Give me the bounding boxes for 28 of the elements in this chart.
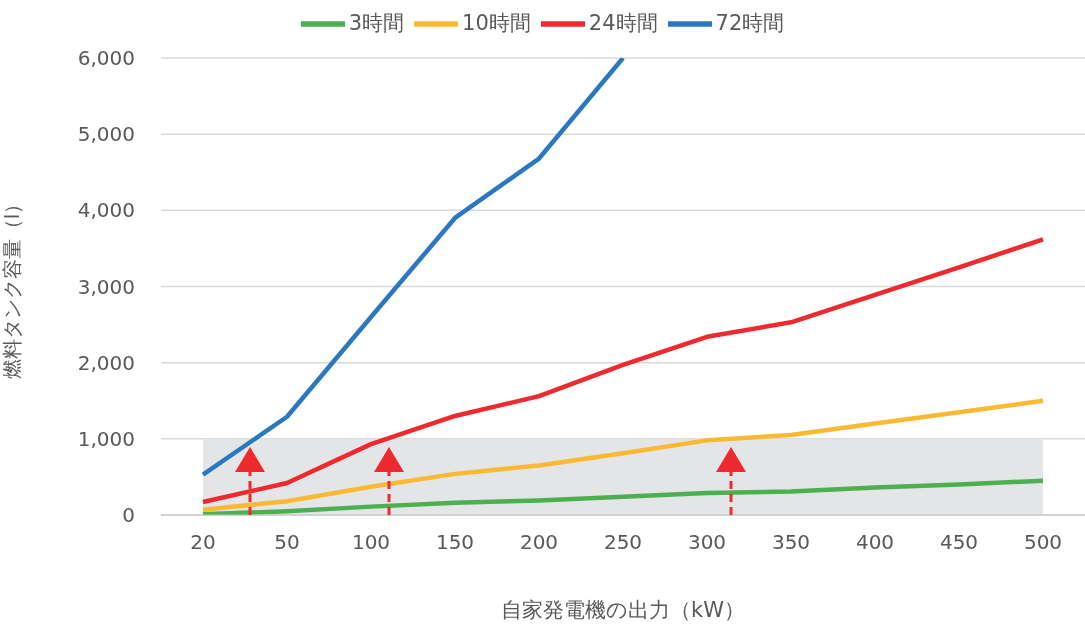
x-tick-label: 20 <box>190 530 216 555</box>
line-series <box>200 398 1046 512</box>
y-axis-title: 燃料タンク容量（l） <box>0 193 25 380</box>
legend-label: 10時間 <box>462 11 531 35</box>
y-tick-label: 2,000 <box>77 350 135 375</box>
x-tick-label: 200 <box>519 530 559 555</box>
legend-label: 72時間 <box>715 11 785 35</box>
x-tick-label: 150 <box>435 530 475 555</box>
x-tick-label: 400 <box>855 530 895 555</box>
x-tick-label: 250 <box>603 530 643 555</box>
x-tick-label: 50 <box>274 530 300 555</box>
x-tick-label: 450 <box>939 530 979 555</box>
line-series <box>200 478 1046 515</box>
y-tick-label: 4,000 <box>77 198 135 223</box>
x-axis-title: 自家発電機の出力（kW） <box>501 598 745 622</box>
y-tick-label: 6,000 <box>77 46 135 71</box>
legend-label: 24時間 <box>588 11 658 35</box>
x-tick-label: 500 <box>1023 530 1063 555</box>
y-tick-label: 3,000 <box>77 274 135 299</box>
x-tick-label: 300 <box>687 530 727 555</box>
y-tick-label: 5,000 <box>77 122 135 147</box>
x-tick-label: 350 <box>771 530 811 555</box>
line-series <box>200 58 626 477</box>
legend-label: 3時間 <box>348 11 405 35</box>
y-tick-label: 0 <box>122 503 135 528</box>
y-tick-label: 1,000 <box>77 426 135 451</box>
x-tick-label: 100 <box>351 530 391 555</box>
line-series <box>200 237 1046 505</box>
